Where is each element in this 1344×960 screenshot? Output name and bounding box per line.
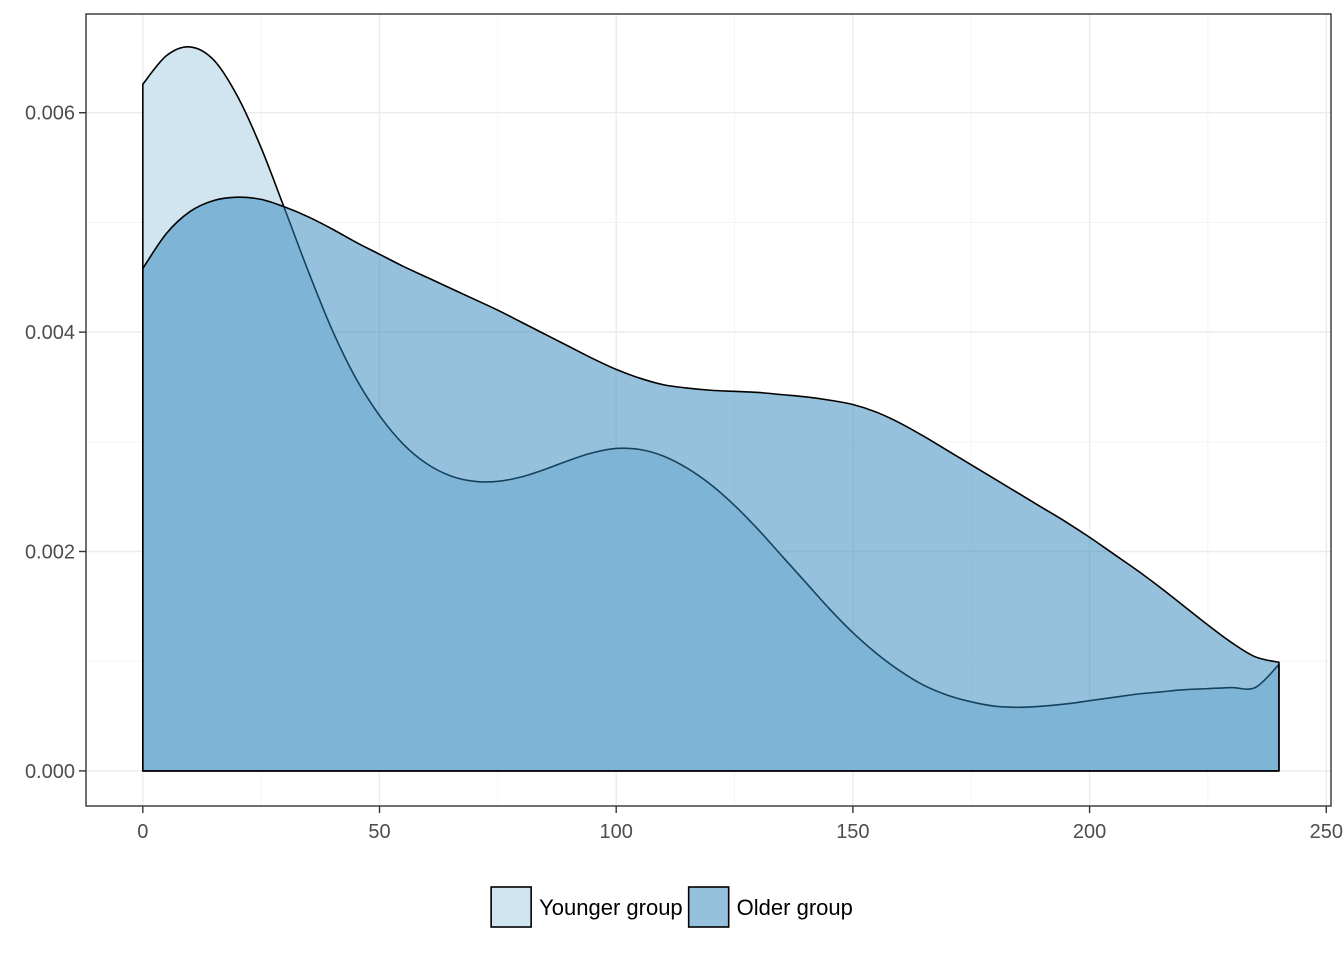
legend-key-younger-group	[490, 886, 532, 928]
x-tick-label: 50	[368, 821, 390, 843]
legend-label-older-group: Older group	[737, 895, 853, 920]
x-tick-label: 200	[1073, 821, 1106, 843]
density-area-older-group	[142, 196, 1280, 772]
x-tick-label: 150	[836, 821, 869, 843]
y-tick-label: 0.000	[25, 761, 75, 783]
density-areas	[142, 46, 1280, 772]
legend-key-older-group	[687, 886, 730, 928]
x-tick-label: 250	[1310, 821, 1343, 843]
x-tick-label: 0	[137, 821, 148, 843]
panel-border	[85, 13, 1332, 807]
y-tick-label: 0.004	[25, 322, 75, 344]
x-tick-label: 100	[600, 821, 633, 843]
legend: Younger group Older group	[490, 886, 853, 928]
x-axis: 0 50 100 150 200 250	[137, 806, 1343, 843]
legend-label-younger-group: Younger group	[539, 895, 683, 920]
y-axis: 0.000 0.002 0.004 0.006	[25, 103, 86, 783]
y-tick-label: 0.002	[25, 542, 75, 564]
y-tick-label: 0.006	[25, 103, 75, 125]
